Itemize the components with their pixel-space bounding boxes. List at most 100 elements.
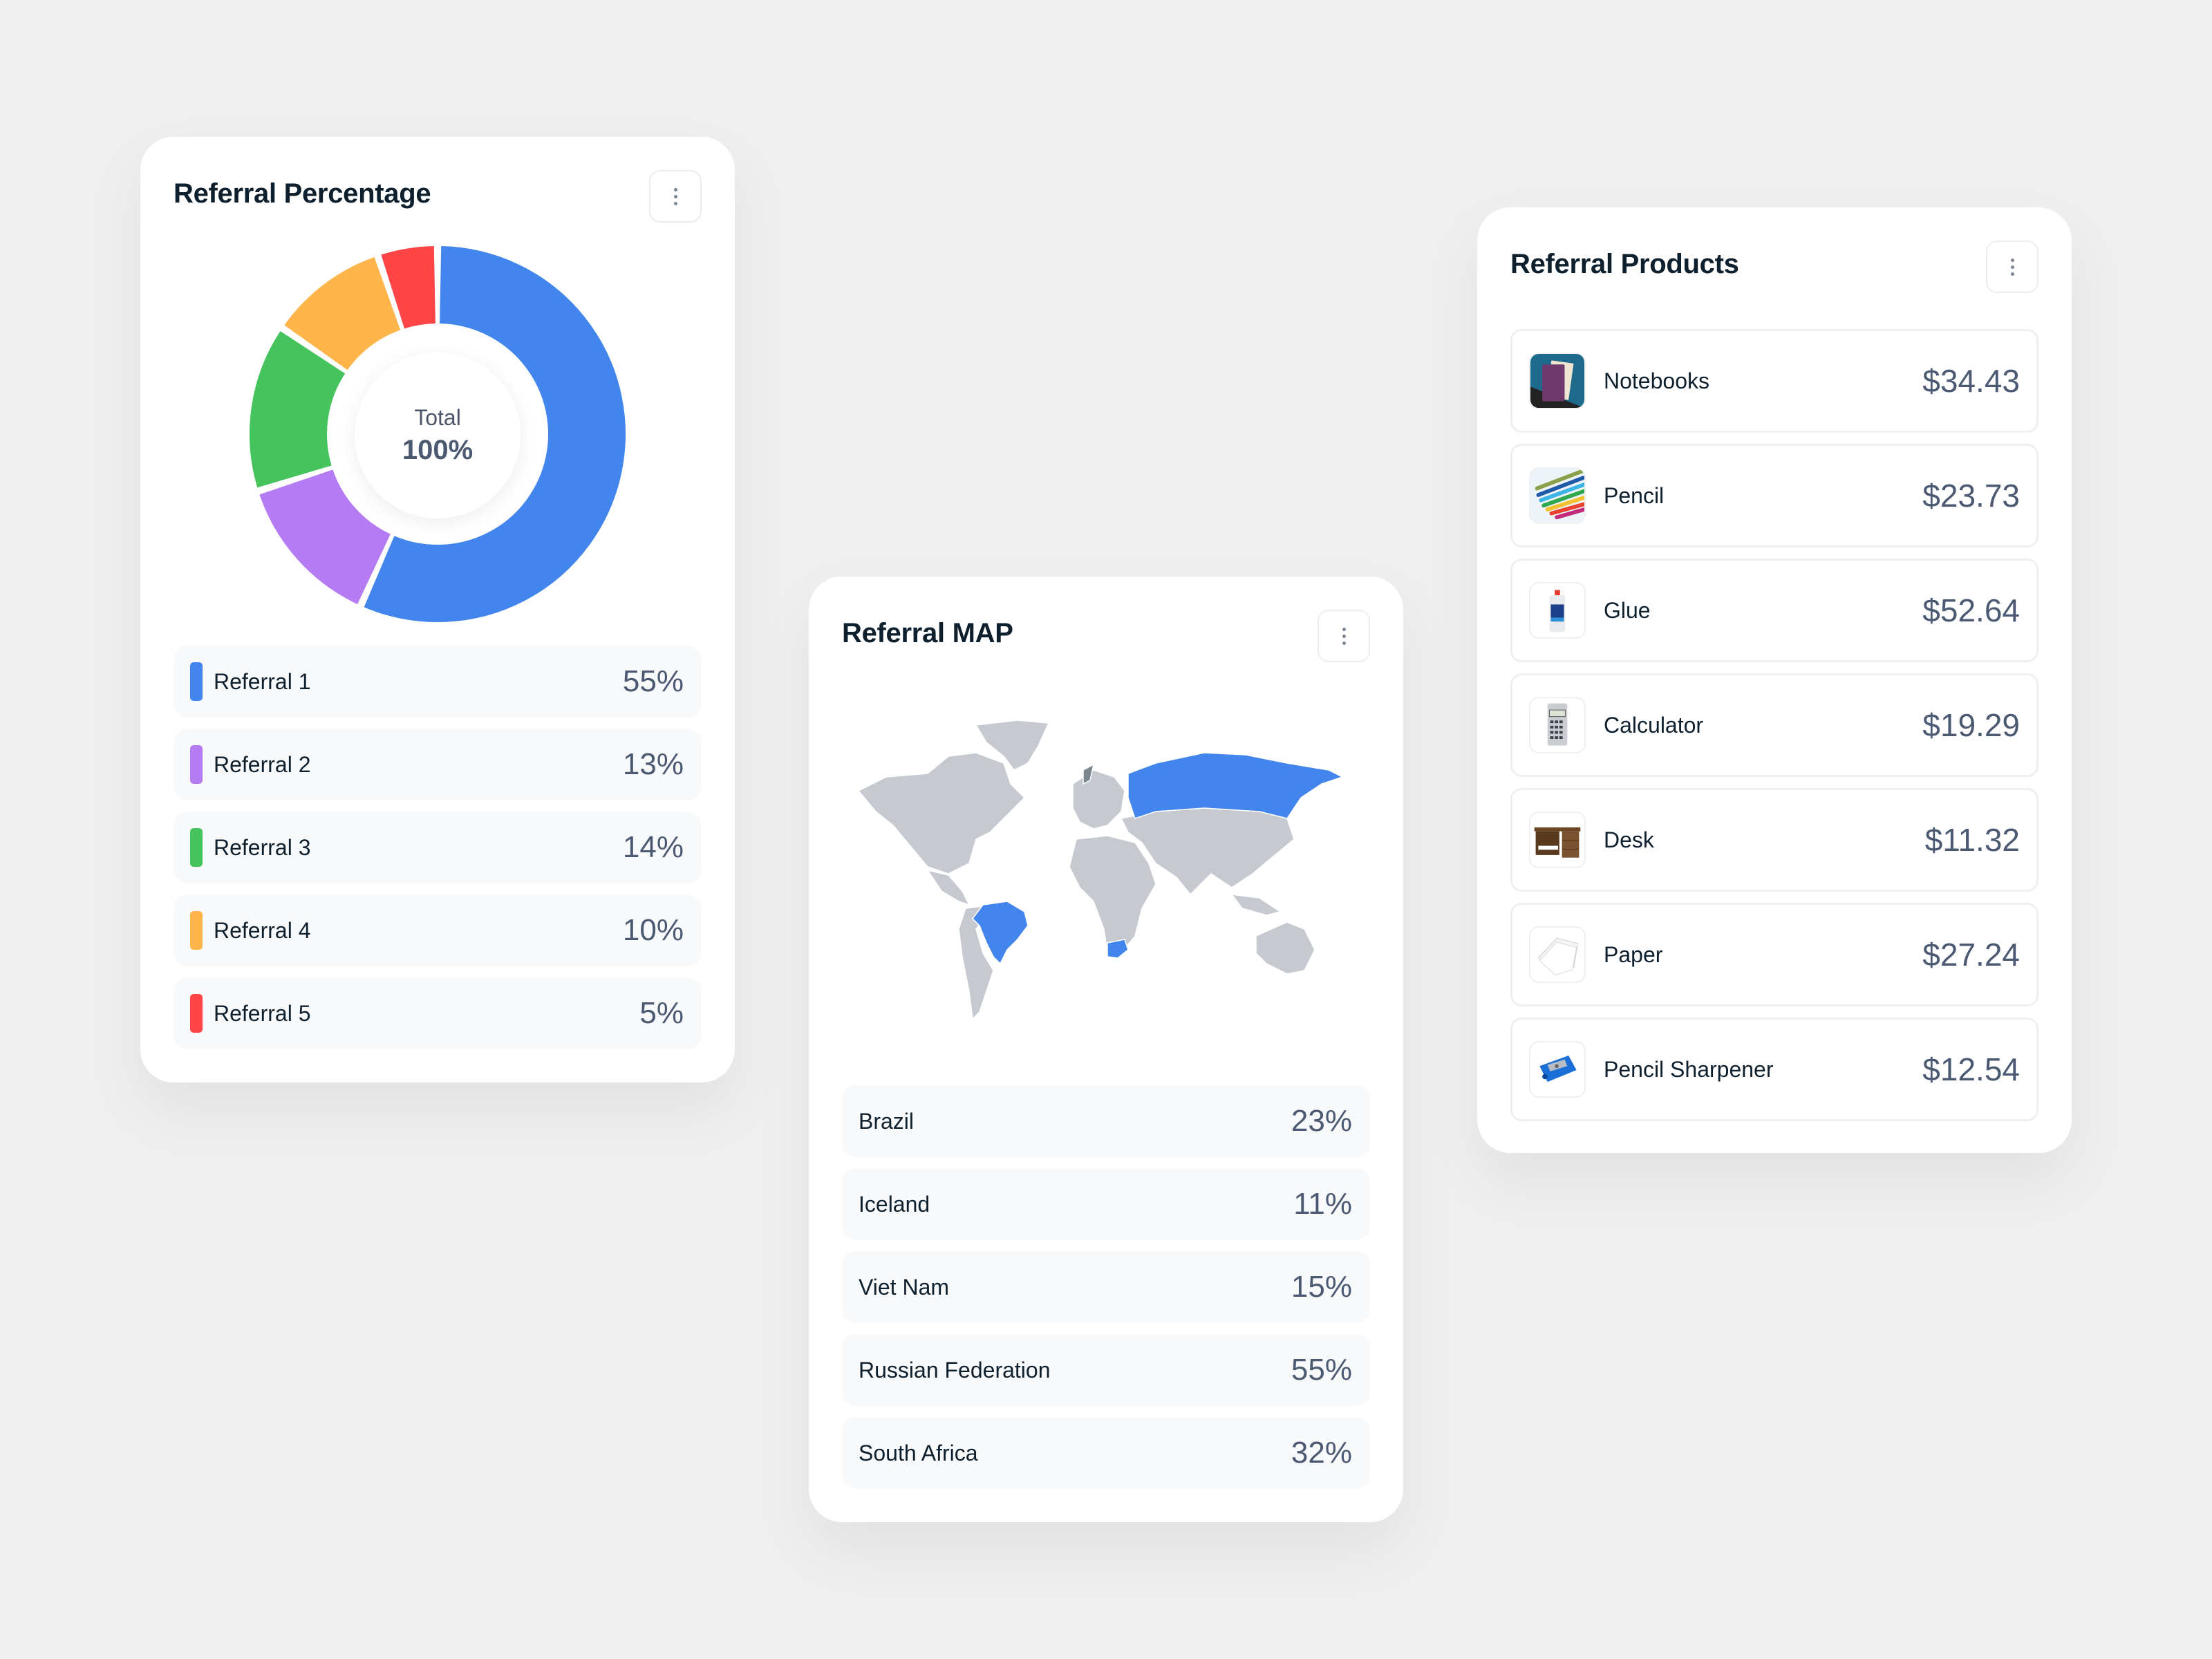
product-row[interactable]: Desk $11.32 [1510, 788, 2038, 892]
more-options-button[interactable] [1318, 610, 1370, 662]
legend-label: Referral 1 [214, 668, 311, 694]
country-value: 15% [1291, 1270, 1352, 1304]
africa [1069, 835, 1156, 954]
legend-label: Referral 4 [214, 917, 311, 943]
product-price: $34.43 [1922, 363, 2020, 399]
legend-row[interactable]: Referral 5 5% [174, 977, 702, 1049]
total-label: Total [414, 405, 461, 430]
country-row[interactable]: Brazil 23% [842, 1085, 1370, 1157]
legend-value: 55% [622, 664, 684, 698]
country-label: South Africa [859, 1440, 978, 1465]
desk-icon [1529, 812, 1586, 868]
world-map[interactable] [845, 715, 1370, 1033]
country-label: Viet Nam [859, 1274, 950, 1300]
country-list: Brazil 23% Iceland 11% Viet Nam 15% Russian… [842, 1085, 1370, 1500]
color-swatch [190, 662, 203, 701]
dot [1342, 634, 1346, 638]
central-america [926, 869, 971, 906]
product-name: Pencil Sharpener [1604, 1056, 1774, 1082]
referral-map-card: Referral MAP [809, 577, 1403, 1522]
product-row[interactable]: Notebooks $34.43 [1510, 329, 2038, 433]
total-value: 100% [402, 435, 474, 465]
country-label: Russian Federation [859, 1357, 1051, 1382]
donut-chart [250, 246, 626, 622]
donut-segment[interactable] [259, 469, 392, 605]
color-swatch [190, 828, 203, 867]
referral-percentage-card: Referral Percentage Total 100% Referral … [140, 137, 735, 1082]
legend-value: 14% [622, 830, 684, 864]
card-title: Referral MAP [842, 618, 1013, 648]
legend-row[interactable]: Referral 2 13% [174, 729, 702, 800]
se-asia [1230, 894, 1282, 916]
country-value: 23% [1291, 1104, 1352, 1138]
card-title: Referral Products [1510, 249, 1739, 279]
donut-segment[interactable] [284, 256, 402, 371]
product-price: $11.32 [1924, 822, 2020, 858]
dot [2010, 272, 2014, 276]
legend-row[interactable]: Referral 3 14% [174, 812, 702, 883]
product-list: Notebooks $34.43 Pencil $23.73 Glue $52.… [1510, 329, 2038, 1132]
product-price: $19.29 [1922, 707, 2020, 743]
legend-row[interactable]: Referral 1 55% [174, 646, 702, 718]
product-row[interactable]: Pencil Sharpener $12.54 [1510, 1018, 2038, 1121]
dot [673, 194, 677, 198]
product-name: Pencil [1604, 482, 1665, 508]
product-name: Paper [1604, 941, 1663, 967]
card-title: Referral Percentage [174, 178, 431, 209]
pencil-icon [1529, 467, 1586, 524]
more-options-button[interactable] [1986, 241, 2038, 293]
donut-segment[interactable] [381, 246, 437, 329]
north-america [857, 752, 1026, 874]
country-value: 55% [1291, 1353, 1352, 1387]
norway [1082, 763, 1095, 785]
product-row[interactable]: Pencil $23.73 [1510, 444, 2038, 547]
legend-label: Referral 3 [214, 834, 311, 860]
notebook-icon [1529, 353, 1586, 409]
country-row[interactable]: Iceland 11% [842, 1168, 1370, 1240]
legend-value: 5% [639, 996, 684, 1030]
product-price: $23.73 [1922, 478, 2020, 514]
product-row[interactable]: Paper $27.24 [1510, 903, 2038, 1006]
country-value: 32% [1291, 1436, 1352, 1470]
australia [1255, 921, 1315, 975]
legend-label: Referral 5 [214, 1000, 311, 1026]
calculator-icon [1529, 697, 1586, 753]
russia-highlight [1127, 752, 1344, 819]
referral-products-card: Referral Products Notebooks $34.43 Penci… [1477, 207, 2072, 1153]
country-label: Brazil [859, 1108, 915, 1134]
product-name: Calculator [1604, 712, 1704, 738]
europe [1072, 769, 1125, 830]
country-value: 11% [1293, 1187, 1352, 1221]
product-name: Notebooks [1604, 368, 1709, 393]
donut-segment[interactable] [250, 330, 346, 488]
country-row[interactable]: Viet Nam 15% [842, 1251, 1370, 1323]
legend-row[interactable]: Referral 4 10% [174, 894, 702, 966]
dot [2010, 265, 2014, 269]
color-swatch [190, 745, 203, 784]
glue-icon [1529, 582, 1586, 639]
more-vertical-icon [673, 187, 677, 191]
product-price: $12.54 [1922, 1051, 2020, 1087]
dot [673, 201, 677, 205]
product-row[interactable]: Calculator $19.29 [1510, 673, 2038, 777]
south-africa-highlight [1107, 939, 1129, 959]
product-row[interactable]: Glue $52.64 [1510, 559, 2038, 662]
product-price: $27.24 [1922, 937, 2020, 973]
color-swatch [190, 911, 203, 950]
more-vertical-icon [2010, 258, 2014, 262]
brazil-highlight [972, 901, 1029, 965]
product-price: $52.64 [1922, 592, 2020, 628]
legend-list: Referral 1 55% Referral 2 13% Referral 3 14… [174, 646, 702, 1060]
more-vertical-icon [1342, 627, 1346, 631]
paper-icon [1529, 926, 1586, 983]
product-name: Glue [1604, 597, 1651, 623]
greenland [975, 720, 1050, 771]
dot [1342, 641, 1346, 645]
sharpener-icon [1529, 1041, 1586, 1098]
legend-value: 13% [622, 747, 684, 781]
more-options-button[interactable] [649, 170, 702, 223]
country-row[interactable]: South Africa 32% [842, 1417, 1370, 1489]
donut-center: Total 100% [355, 353, 521, 518]
donut-segment[interactable] [364, 246, 626, 622]
country-row[interactable]: Russian Federation 55% [842, 1334, 1370, 1406]
